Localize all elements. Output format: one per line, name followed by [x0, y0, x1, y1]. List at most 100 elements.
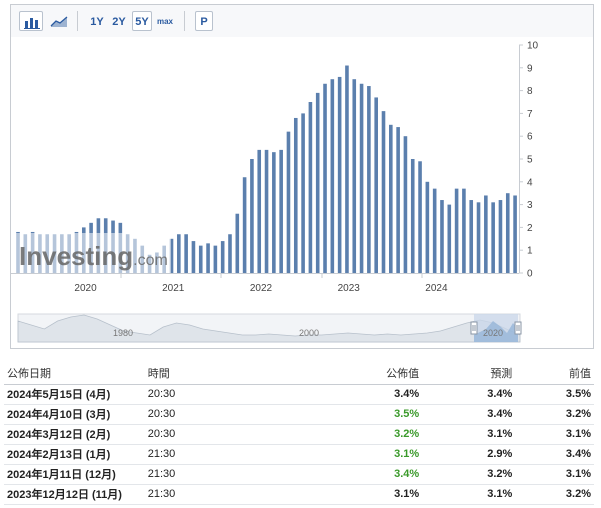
range-1y-button[interactable]: 1Y — [90, 16, 104, 28]
bar[interactable] — [454, 188, 459, 273]
bar[interactable] — [374, 97, 378, 273]
time-cell: 21:30 — [144, 484, 253, 505]
previous-value-cell: 3.2% — [515, 484, 594, 505]
bar[interactable] — [198, 245, 203, 273]
y-tick-label: 7 — [527, 109, 533, 120]
forecast-cell: 3.1% — [422, 484, 516, 505]
navigator-label: 2020 — [483, 328, 503, 338]
bar[interactable] — [367, 86, 371, 273]
bar[interactable] — [440, 200, 444, 273]
release-date-cell: 2024年4月10日 (3月) — [4, 404, 145, 425]
chart-widget: 1Y 2Y 5Y max P 10 9 8 7 6 5 4 3 2 1 0 Investing.com… — [10, 4, 594, 349]
y-tick-label: 5 — [527, 155, 533, 166]
bar[interactable] — [491, 202, 495, 273]
bar[interactable] — [447, 204, 452, 273]
previous-value-cell: 3.1% — [515, 464, 594, 485]
table-row: 2024年3月12日 (2月) 20:30 3.2% 3.1% 3.1% — [4, 424, 594, 445]
bar[interactable] — [235, 213, 240, 273]
release-date-cell: 2024年2月13日 (1月) — [4, 444, 145, 465]
header-forecast: 預測 — [422, 362, 516, 385]
actual-value-cell: 3.1% — [252, 444, 423, 465]
watermark-text: Investing.com — [19, 241, 168, 271]
chart-navigator[interactable]: 1980 2000 2020 — [11, 313, 595, 345]
bar[interactable] — [462, 188, 466, 273]
header-actual: 公佈值 — [252, 362, 423, 385]
bar[interactable] — [206, 243, 210, 273]
bar[interactable] — [396, 127, 400, 273]
previous-value-cell: 3.2% — [515, 404, 594, 425]
bar[interactable] — [352, 79, 357, 273]
bar[interactable] — [403, 136, 408, 273]
range-5y-button[interactable]: 5Y — [132, 11, 152, 31]
bar[interactable] — [359, 83, 364, 273]
y-tick-label: 2 — [527, 223, 533, 234]
bar[interactable] — [272, 152, 276, 273]
bar[interactable] — [301, 113, 305, 274]
bar[interactable] — [191, 241, 196, 273]
bar[interactable] — [345, 65, 349, 273]
actual-value-cell: 3.5% — [252, 404, 423, 425]
header-previous: 前值 — [515, 362, 594, 385]
bar[interactable] — [184, 234, 188, 273]
forecast-cell: 3.1% — [422, 424, 516, 445]
navigator-series — [17, 314, 521, 343]
bar[interactable] — [315, 92, 320, 273]
bar[interactable] — [484, 195, 488, 273]
p-button[interactable]: P — [195, 11, 213, 31]
bar[interactable] — [169, 238, 174, 273]
bar[interactable] — [410, 159, 415, 273]
actual-value-cell: 3.2% — [252, 424, 423, 445]
navigator-left-handle[interactable] — [470, 321, 478, 335]
previous-value-cell: 3.4% — [515, 444, 594, 465]
release-history-table: 公佈日期 時間 公佈值 預測 前值 2024年5月15日 (4月) 20:30 3.… — [4, 362, 594, 505]
range-max-button[interactable]: max — [156, 17, 173, 26]
bar[interactable] — [286, 131, 291, 273]
x-tick-label: 2020 — [74, 283, 97, 294]
bar[interactable] — [425, 181, 430, 273]
bar[interactable] — [432, 188, 437, 273]
area-chart-icon[interactable] — [47, 11, 71, 31]
bar[interactable] — [389, 124, 393, 273]
bar[interactable] — [476, 202, 481, 273]
navigator-label: 1980 — [113, 328, 133, 338]
bar[interactable] — [330, 79, 335, 273]
actual-value-cell: 3.4% — [252, 384, 423, 405]
previous-value-cell: 3.5% — [515, 384, 594, 405]
bar[interactable] — [213, 245, 218, 273]
bar[interactable] — [250, 159, 254, 273]
bar[interactable] — [381, 111, 386, 274]
table-row: 2024年1月11日 (12月) 21:30 3.4% 3.2% 3.1% — [4, 464, 594, 485]
bar[interactable] — [337, 76, 342, 273]
x-tick-label: 2024 — [425, 283, 448, 294]
x-tick-label: 2022 — [250, 283, 273, 294]
bar[interactable] — [513, 195, 517, 273]
bar[interactable] — [242, 177, 247, 273]
toolbar-divider — [184, 11, 185, 31]
bar[interactable] — [177, 234, 181, 273]
bar[interactable] — [279, 149, 283, 273]
time-cell: 20:30 — [144, 424, 253, 445]
bar-chart-icon[interactable] — [19, 11, 43, 31]
bar[interactable] — [228, 234, 232, 273]
release-date-cell: 2024年3月12日 (2月) — [4, 424, 145, 445]
bar[interactable] — [220, 241, 225, 273]
release-date-cell: 2023年12月12日 (11月) — [4, 484, 145, 505]
bar[interactable] — [264, 149, 269, 273]
time-cell: 21:30 — [144, 464, 253, 485]
forecast-cell: 3.4% — [422, 404, 516, 425]
range-2y-button[interactable]: 2Y — [112, 16, 126, 28]
time-cell: 20:30 — [144, 404, 253, 425]
y-tick-label: 9 — [527, 63, 533, 74]
y-tick-label: 8 — [527, 86, 533, 97]
bar[interactable] — [257, 149, 262, 273]
bar[interactable] — [505, 193, 510, 273]
bar[interactable] — [498, 200, 503, 273]
bar[interactable] — [323, 83, 327, 273]
bar[interactable] — [418, 161, 422, 273]
bar[interactable] — [293, 117, 298, 274]
bar[interactable] — [308, 102, 313, 273]
bar[interactable] — [469, 200, 474, 273]
navigator-right-handle[interactable] — [514, 321, 522, 335]
time-cell: 20:30 — [144, 384, 253, 405]
